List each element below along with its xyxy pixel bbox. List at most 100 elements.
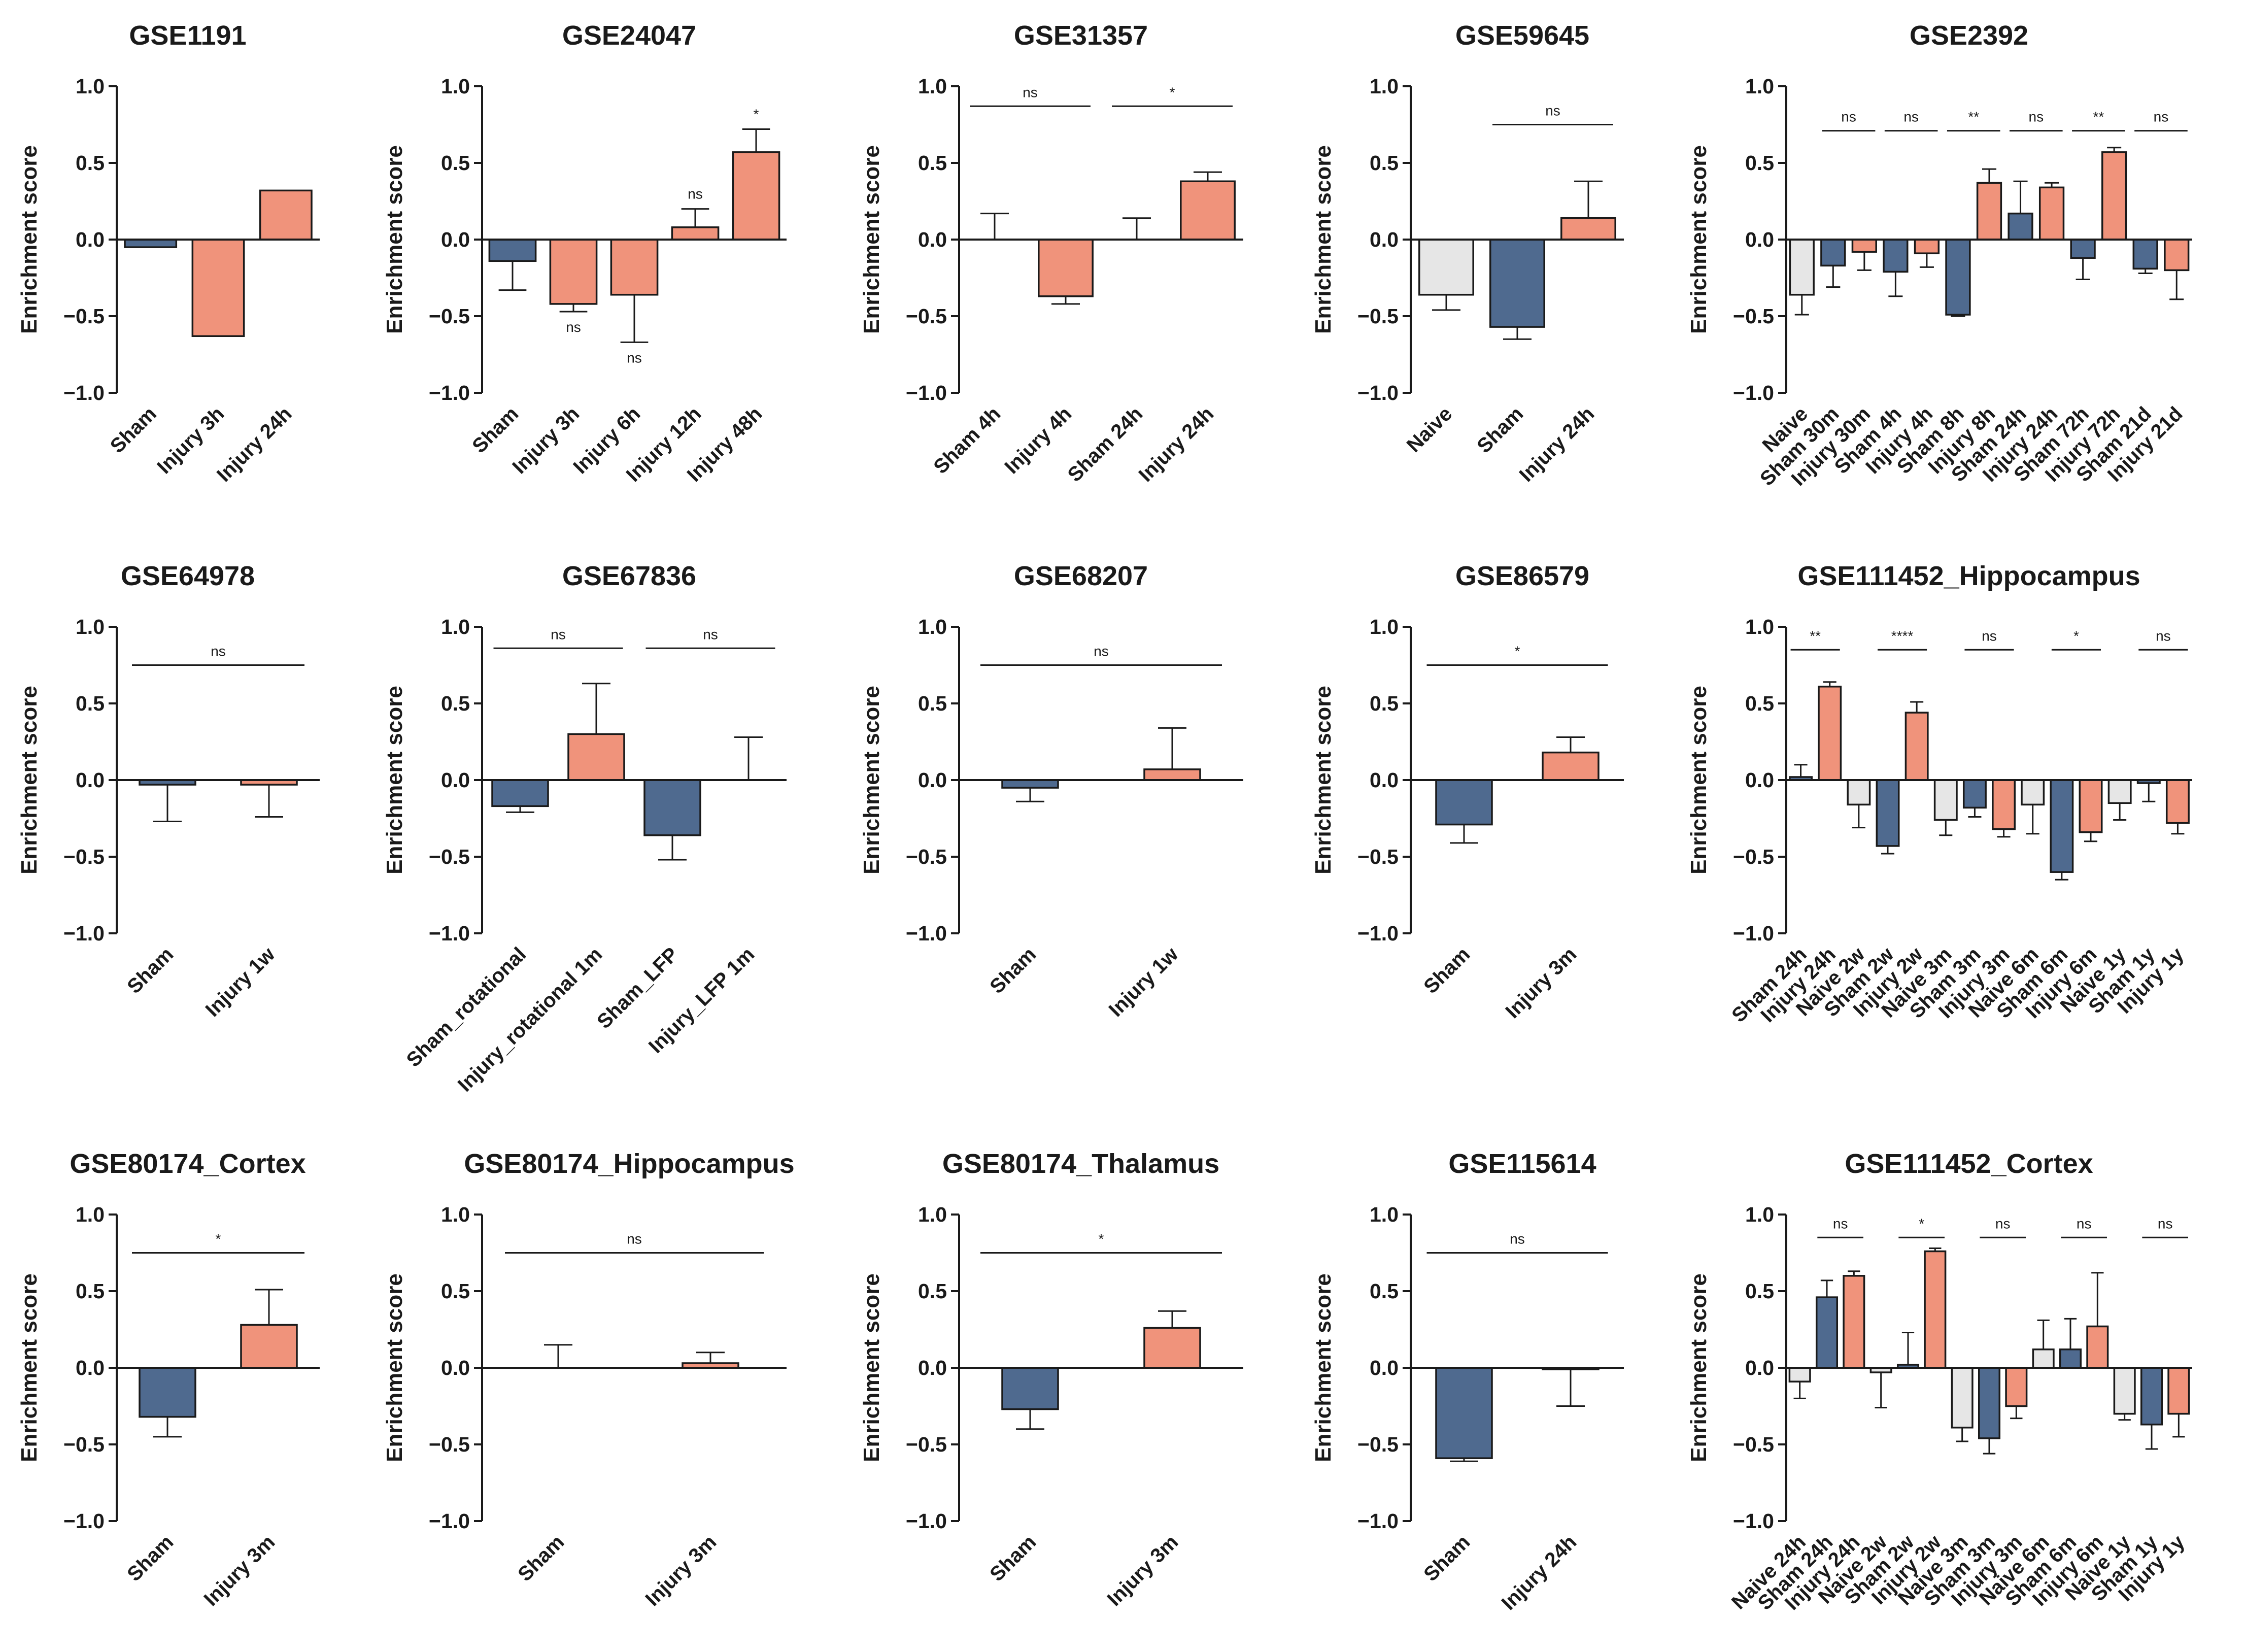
y-tick-label: −0.5 — [906, 1433, 947, 1456]
bar — [1038, 239, 1094, 297]
chart-title: GSE2392 — [1910, 20, 2028, 51]
chart-panel: GSE68207 Enrichment score −1.0 −0.5 0.0 0.5 1.… — [859, 561, 1243, 1021]
significance-label: ns — [1995, 1216, 2011, 1231]
bar — [2132, 239, 2158, 270]
chart-title: GSE31357 — [1014, 20, 1148, 51]
chart-title: GSE111452_Hippocampus — [1797, 561, 2140, 591]
chart-title: GSE80174_Hippocampus — [464, 1149, 794, 1179]
chart-panel: GSE115614 Enrichment score −1.0 −0.5 0.0 0.5 1… — [1311, 1149, 1624, 1614]
y-tick-label: 0.0 — [441, 768, 470, 792]
y-tick-label: 0.5 — [76, 151, 105, 175]
y-tick-label: −1.0 — [1733, 922, 1774, 945]
y-axis-label: Enrichment score — [1686, 1273, 1711, 1462]
bar — [1924, 1250, 1947, 1369]
y-tick-label: −1.0 — [429, 381, 470, 404]
x-tick-label: Injury_rotational 1m — [454, 943, 606, 1096]
y-axis-label: Enrichment score — [859, 145, 884, 334]
bar — [1143, 768, 1201, 781]
significance-label: ns — [1903, 109, 1919, 125]
bar — [2079, 779, 2103, 833]
y-tick-label: 1.0 — [1370, 615, 1399, 638]
y-tick-label: −0.5 — [63, 1433, 105, 1456]
significance-label: ns — [688, 186, 703, 202]
bar — [2008, 212, 2033, 241]
y-tick-label: 1.0 — [441, 615, 470, 638]
bar — [259, 189, 313, 241]
bar — [567, 733, 625, 781]
bar — [1180, 180, 1236, 241]
y-axis-label: Enrichment score — [17, 1273, 42, 1462]
y-tick-label: −0.5 — [1357, 1433, 1399, 1456]
bar — [1435, 779, 1493, 826]
y-tick-label: 0.5 — [918, 1279, 947, 1303]
x-tick-label: Injury 3h — [508, 402, 584, 478]
y-tick-label: 0.0 — [1370, 768, 1399, 792]
y-tick-label: 1.0 — [1745, 615, 1774, 638]
x-tick-label: Sham — [468, 402, 523, 457]
y-tick-label: 0.0 — [441, 228, 470, 251]
y-tick-label: −1.0 — [906, 381, 947, 404]
bar — [1951, 1367, 1974, 1429]
bar — [139, 1367, 196, 1418]
chart-panel: GSE64978 Enrichment score −1.0 −0.5 0.0 0.5 1.… — [17, 561, 320, 1021]
y-tick-label: −1.0 — [1357, 922, 1399, 945]
y-tick-label: 0.0 — [1745, 1356, 1774, 1379]
bar — [1883, 239, 1909, 273]
bar — [2086, 1325, 2109, 1369]
y-tick-label: −0.5 — [906, 305, 947, 328]
bar — [240, 1324, 298, 1369]
bar — [2113, 1367, 2136, 1415]
y-tick-label: 0.0 — [918, 1356, 947, 1379]
x-tick-label: Sham — [106, 402, 161, 457]
y-tick-label: 1.0 — [918, 615, 947, 638]
y-tick-label: 0.0 — [1745, 768, 1774, 792]
chart-title: GSE86579 — [1455, 561, 1589, 591]
y-tick-label: 0.0 — [1370, 228, 1399, 251]
significance-label: * — [754, 107, 759, 122]
bar — [671, 226, 720, 241]
significance-label: ns — [2154, 109, 2169, 125]
x-tick-label: Injury 3m — [1501, 943, 1581, 1023]
bar — [2101, 151, 2127, 241]
chart-panel: GSE111452_Hippocampus Enrichment score −1.… — [1686, 561, 2192, 1027]
y-tick-label: −0.5 — [429, 845, 470, 868]
significance-label: ns — [1094, 644, 1109, 659]
significance-label: ns — [1510, 1231, 1525, 1247]
bar — [2167, 1367, 2190, 1415]
chart-title: GSE115614 — [1448, 1149, 1596, 1179]
bar — [2107, 779, 2132, 804]
significance-label: ns — [2156, 628, 2171, 644]
y-tick-label: −1.0 — [63, 922, 105, 945]
x-tick-label: Injury 24h — [1498, 1531, 1581, 1614]
x-tick-label: Injury 24h — [1515, 402, 1599, 486]
y-axis-label: Enrichment score — [1686, 686, 1711, 874]
y-tick-label: −0.5 — [1733, 1433, 1774, 1456]
x-tick-label: Injury 24h — [1135, 402, 1218, 486]
y-tick-label: 0.5 — [1370, 1279, 1399, 1303]
chart-title: GSE64978 — [121, 561, 255, 591]
significance-label: ** — [1968, 109, 1979, 125]
y-axis-label: Enrichment score — [859, 1273, 884, 1462]
chart-panel: GSE80174_Hippocampus Enrichment score −1.0… — [382, 1149, 795, 1610]
x-tick-label: Injury 1w — [1105, 943, 1183, 1021]
y-tick-label: −1.0 — [906, 1509, 947, 1533]
y-tick-label: 1.0 — [1370, 1203, 1399, 1226]
bar — [1843, 1275, 1865, 1369]
significance-label: ** — [2093, 109, 2104, 125]
significance-label: **** — [1891, 628, 1914, 644]
x-tick-label: Sham — [985, 943, 1040, 998]
y-axis-label: Enrichment score — [17, 145, 42, 334]
y-axis-label: Enrichment score — [1311, 686, 1336, 874]
y-tick-label: −0.5 — [1357, 305, 1399, 328]
bar — [488, 239, 537, 262]
y-tick-label: 0.0 — [76, 768, 105, 792]
y-tick-label: 0.5 — [918, 692, 947, 715]
chart-title: GSE68207 — [1014, 561, 1148, 591]
bar — [1851, 239, 1877, 253]
bar — [1489, 239, 1545, 328]
significance-label: ns — [2077, 1216, 2092, 1231]
chart-title: GSE80174_Cortex — [70, 1149, 305, 1179]
y-tick-label: 0.0 — [441, 1356, 470, 1379]
y-tick-label: 0.5 — [1370, 692, 1399, 715]
